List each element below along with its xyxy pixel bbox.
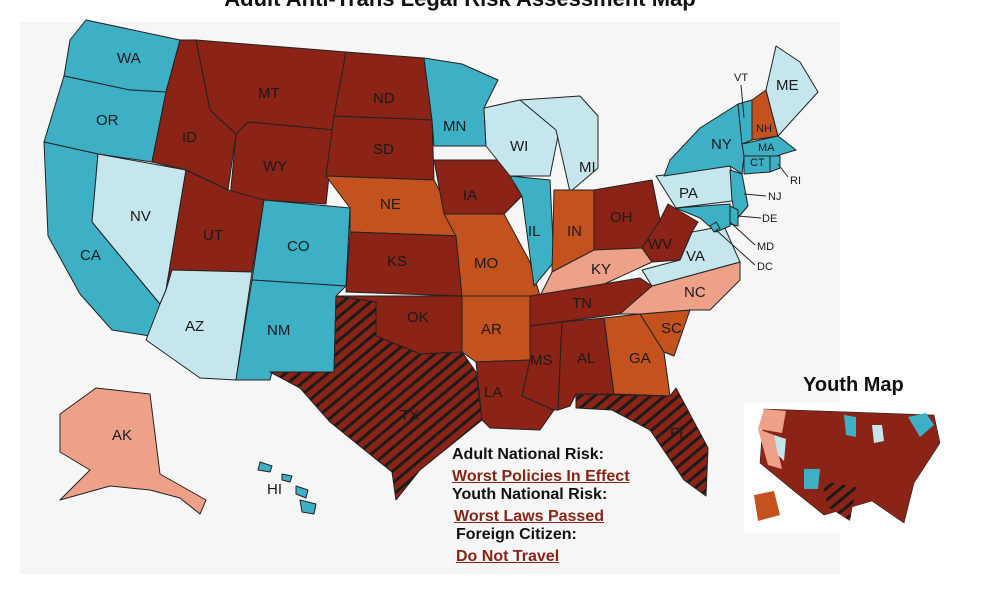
- label-NH: NH: [756, 123, 772, 135]
- label-MO: MO: [474, 255, 498, 272]
- label-WI: WI: [510, 138, 528, 155]
- label-MT: MT: [258, 85, 280, 102]
- label-WY: WY: [263, 158, 287, 175]
- label-HI: HI: [267, 481, 282, 498]
- state-AK[interactable]: [59, 387, 207, 515]
- state-AZ[interactable]: [145, 269, 253, 381]
- label-SD: SD: [373, 141, 394, 158]
- state-NY[interactable]: [663, 103, 745, 177]
- label-AK: AK: [112, 427, 132, 444]
- label-GA: GA: [629, 350, 651, 367]
- label-FL: FL: [670, 425, 688, 442]
- adult-risk-link[interactable]: Worst Policies In Effect: [452, 468, 630, 485]
- label-TX: TX: [400, 407, 419, 424]
- label-OR: OR: [96, 112, 119, 129]
- state-TX[interactable]: [269, 295, 483, 501]
- label-VT: VT: [734, 72, 748, 84]
- label-IN: IN: [567, 223, 582, 240]
- label-MA: MA: [758, 142, 775, 154]
- label-ID: ID: [182, 129, 197, 146]
- label-OH: OH: [610, 209, 633, 226]
- label-LA: LA: [484, 384, 502, 401]
- state-IL[interactable]: [509, 175, 555, 287]
- youth-map-wa-or: [758, 409, 786, 433]
- youth-map-mn: [844, 415, 856, 437]
- label-NM: NM: [267, 322, 290, 339]
- risk-legend: Adult National Risk: Worst Policies In E…: [452, 446, 630, 566]
- label-UT: UT: [203, 227, 223, 244]
- state-RI[interactable]: [769, 155, 781, 173]
- state-NM[interactable]: [235, 279, 347, 381]
- state-WV[interactable]: [641, 203, 699, 263]
- youth-map-tx: [822, 481, 856, 521]
- label-KS: KS: [387, 253, 407, 270]
- youth-map-ne: [908, 413, 934, 437]
- label-SC: SC: [661, 320, 682, 337]
- youth-risk-label: Youth National Risk:: [452, 486, 608, 503]
- label-CA: CA: [80, 247, 101, 264]
- label-NE: NE: [380, 196, 401, 213]
- youth-map-body: [759, 408, 941, 524]
- state-NJ[interactable]: [729, 169, 749, 221]
- label-ND: ND: [373, 90, 395, 107]
- label-NJ: NJ: [768, 191, 781, 203]
- label-AR: AR: [481, 321, 502, 338]
- state-FL[interactable]: [575, 387, 709, 497]
- label-NC: NC: [684, 284, 706, 301]
- youth-risk-link[interactable]: Worst Laws Passed: [454, 508, 604, 525]
- youth-map-nv: [774, 435, 786, 461]
- label-IA: IA: [463, 187, 477, 204]
- map-title: Adult Anti-Trans Legal Risk Assessment M…: [180, 0, 740, 12]
- youth-map-ca: [758, 429, 782, 469]
- label-OK: OK: [407, 309, 429, 326]
- youth-map-title: Youth Map: [803, 374, 904, 396]
- youth-map-inset: [744, 403, 946, 533]
- label-AZ: AZ: [185, 318, 204, 335]
- label-IL: IL: [528, 223, 541, 240]
- label-TN: TN: [572, 295, 592, 312]
- state-ME[interactable]: [765, 45, 819, 137]
- youth-map-nm: [804, 469, 820, 489]
- adult-risk-label: Adult National Risk:: [452, 446, 605, 463]
- label-WA: WA: [117, 50, 141, 67]
- label-KY: KY: [591, 261, 611, 278]
- label-WV: WV: [648, 236, 672, 253]
- state-HI[interactable]: [257, 461, 317, 515]
- state-DC[interactable]: [709, 221, 721, 233]
- label-MD: MD: [757, 241, 774, 253]
- foreign-citizen-label: Foreign Citizen:: [456, 526, 577, 543]
- label-CO: CO: [287, 238, 310, 255]
- label-MN: MN: [443, 118, 466, 135]
- label-NY: NY: [711, 136, 732, 153]
- label-VA: VA: [686, 248, 705, 265]
- label-DC: DC: [757, 261, 773, 273]
- state-MI[interactable]: [519, 95, 599, 193]
- state-labels: WA OR CA NV ID MT WY UT AZ CO NM ND SD N…: [80, 50, 801, 498]
- state-MA[interactable]: [741, 135, 797, 157]
- foreign-citizen-link[interactable]: Do Not Travel: [456, 548, 560, 565]
- label-ME: ME: [776, 77, 799, 94]
- youth-map-ak: [754, 491, 780, 521]
- label-MI: MI: [579, 159, 596, 176]
- label-DE: DE: [762, 213, 777, 225]
- state-GA[interactable]: [603, 313, 671, 397]
- label-CT: CT: [750, 157, 765, 169]
- label-MS: MS: [530, 352, 553, 369]
- label-PA: PA: [679, 185, 698, 202]
- label-NV: NV: [130, 208, 151, 225]
- leader-lines: [715, 84, 789, 266]
- youth-map-mi: [872, 425, 884, 443]
- label-AL: AL: [577, 350, 595, 367]
- state-ND[interactable]: [333, 51, 433, 121]
- label-RI: RI: [790, 175, 801, 187]
